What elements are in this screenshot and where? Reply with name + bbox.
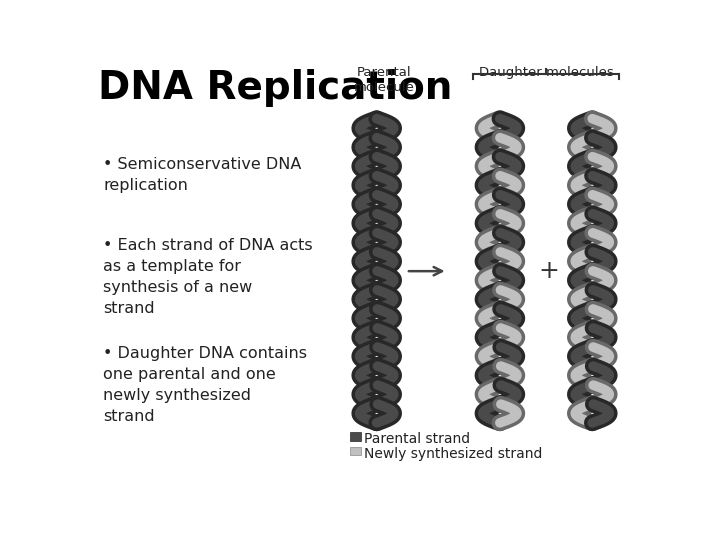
Text: Parental
molecule: Parental molecule bbox=[354, 66, 415, 94]
Bar bbox=[350, 432, 361, 441]
Text: Parental strand: Parental strand bbox=[364, 432, 470, 446]
Text: +: + bbox=[538, 259, 559, 283]
Text: DNA Replication: DNA Replication bbox=[98, 69, 452, 107]
Text: Daughter molecules: Daughter molecules bbox=[479, 66, 613, 79]
Text: • Each strand of DNA acts
as a template for
synthesis of a new
strand: • Each strand of DNA acts as a template … bbox=[104, 238, 313, 316]
Bar bbox=[350, 447, 361, 455]
Text: • Semiconservative DNA
replication: • Semiconservative DNA replication bbox=[104, 157, 302, 193]
Text: • Daughter DNA contains
one parental and one
newly synthesized
strand: • Daughter DNA contains one parental and… bbox=[104, 346, 307, 424]
Text: Newly synthesized strand: Newly synthesized strand bbox=[364, 447, 543, 461]
